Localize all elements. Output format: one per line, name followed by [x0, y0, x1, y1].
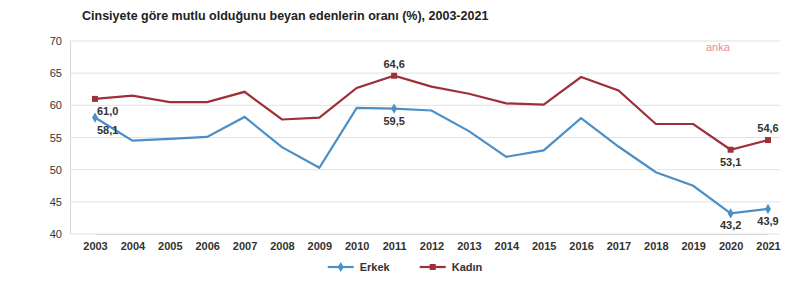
x-axis: 2003 2004 2005 2006 2007 2008 2009 2010 2011 2012… [83, 234, 780, 252]
x-tick: 2012 [420, 234, 444, 252]
y-tick-label: 40 [50, 228, 62, 240]
data-label: 61,0 [97, 105, 118, 117]
x-tick: 2016 [569, 234, 593, 252]
y-tick: 65 [50, 67, 70, 79]
x-tick: 2009 [308, 234, 332, 252]
data-label: 54,6 [757, 122, 778, 134]
y-axis-line [70, 42, 71, 235]
legend-item: Kadın [420, 261, 483, 273]
x-tick-label: 2004 [121, 240, 146, 252]
x-tick: 2011 [383, 234, 407, 252]
y-tick-label: 45 [50, 196, 62, 208]
y-axis: 40 45 50 55 60 65 70 [50, 35, 71, 240]
marker [728, 147, 734, 153]
data-label: 43,9 [757, 215, 778, 227]
x-tick-label: 2003 [83, 240, 107, 252]
title: Cinsiyete göre mutlu olduğunu beyan eden… [82, 9, 488, 23]
x-tick: 2006 [195, 234, 219, 252]
x-tick-label: 2015 [532, 240, 556, 252]
x-tick-label: 2014 [495, 240, 520, 252]
y-tick: 70 [50, 35, 70, 47]
x-tick: 2014 [495, 234, 520, 252]
x-tick-label: 2017 [607, 240, 631, 252]
x-tick: 2017 [607, 234, 631, 252]
x-tick-label: 2021 [756, 240, 780, 252]
x-tick-label: 2020 [719, 240, 743, 252]
y-tick: 55 [50, 132, 70, 144]
y-tick-label: 60 [50, 99, 62, 111]
x-tick-label: 2018 [644, 240, 668, 252]
y-tick-label: 65 [50, 67, 62, 79]
series-line [95, 76, 768, 150]
annotation: anka [706, 41, 731, 53]
x-tick: 2020 [719, 234, 743, 252]
y-tick-label: 55 [50, 132, 62, 144]
marker [728, 208, 734, 218]
grid-line [70, 234, 780, 235]
x-tick: 2021 [756, 234, 780, 252]
x-tick-label: 2016 [569, 240, 593, 252]
data-label: 64,6 [383, 58, 404, 70]
grid-line [70, 41, 780, 42]
legend: Erkek Kadın [328, 261, 483, 273]
x-tick: 2013 [457, 234, 481, 252]
x-tick: 2015 [532, 234, 556, 252]
legend-label: Erkek [360, 261, 391, 273]
x-tick: 2005 [158, 234, 182, 252]
x-tick-label: 2012 [420, 240, 444, 252]
x-tick: 2007 [233, 234, 257, 252]
marker [391, 73, 397, 79]
marker [765, 204, 771, 214]
data-label: 53,1 [720, 156, 741, 168]
x-tick-label: 2009 [308, 240, 332, 252]
grid-line [70, 73, 780, 74]
y-tick: 45 [50, 196, 70, 208]
legend-item: Erkek [328, 261, 391, 273]
chart: Cinsiyete göre mutlu olduğunu beyan eden… [0, 0, 786, 296]
legend-marker [430, 264, 436, 270]
y-tick: 50 [50, 164, 70, 176]
x-tick-label: 2006 [195, 240, 219, 252]
x-tick: 2003 [83, 234, 107, 252]
x-axis-line [96, 234, 769, 235]
x-tick-label: 2010 [345, 240, 369, 252]
legend-marker [338, 262, 344, 272]
x-tick: 2008 [270, 234, 294, 252]
marker [391, 103, 397, 113]
y-tick: 60 [50, 99, 70, 111]
y-tick-label: 70 [50, 35, 62, 47]
x-tick-label: 2019 [681, 240, 705, 252]
x-tick-label: 2013 [457, 240, 481, 252]
data-label: 58,1 [97, 124, 118, 136]
x-tick-label: 2005 [158, 240, 182, 252]
data-label: 59,5 [383, 115, 404, 127]
data-label: 43,2 [720, 219, 741, 231]
marker [765, 137, 771, 143]
legend-label: Kadın [452, 261, 483, 273]
x-tick-label: 2008 [270, 240, 294, 252]
grid-line [70, 201, 780, 202]
grid [70, 41, 780, 234]
x-tick-label: 2007 [233, 240, 257, 252]
x-tick: 2010 [345, 234, 369, 252]
marker [92, 96, 98, 102]
grid-line [70, 105, 780, 106]
x-tick-label: 2011 [383, 240, 407, 252]
grid-line [70, 169, 780, 170]
plot-area [92, 73, 771, 219]
y-tick-label: 50 [50, 164, 62, 176]
x-tick: 2019 [681, 234, 705, 252]
data-labels: 58,1 59,5 43,2 43,9 61,0 64,6 53,1 54,6 [97, 58, 779, 232]
x-tick: 2004 [121, 234, 146, 252]
y-tick: 40 [50, 228, 70, 240]
x-tick: 2018 [644, 234, 668, 252]
